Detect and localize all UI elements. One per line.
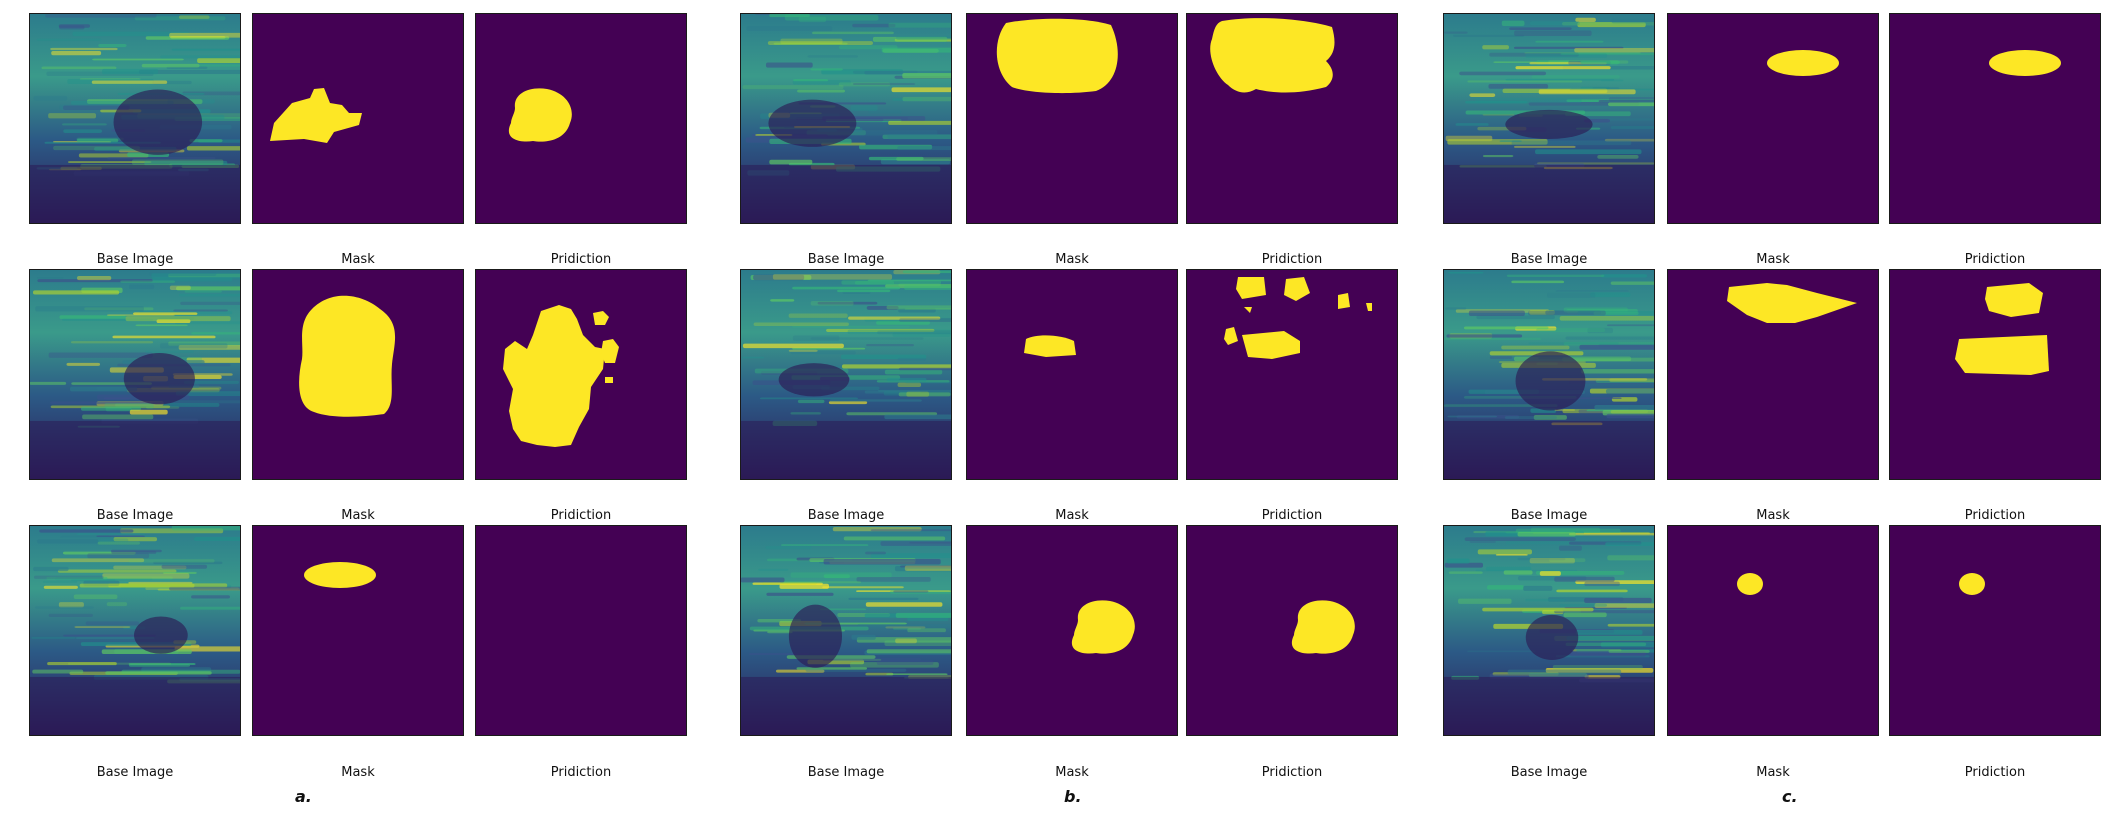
prediction-image-a-1 [475,13,687,224]
base-image-a-3 [29,525,241,736]
panel-caption: Pridiction [1964,252,2026,267]
mask-image-a-1 [252,13,464,224]
prediction-image-a-3 [475,525,687,736]
panel-caption: Pridiction [1261,252,1323,267]
base-image-b-3 [740,525,952,736]
panel-caption: Pridiction [1261,765,1323,780]
panel-caption: Mask [1756,252,1790,267]
mask-image-b-1 [966,13,1178,224]
prediction-image-b-2 [1186,269,1398,480]
panel-caption: Base Image [96,765,174,780]
panel-caption: Base Image [96,252,174,267]
panel-caption: Pridiction [1964,765,2026,780]
panel-caption: Mask [341,508,375,523]
prediction-image-b-1 [1186,13,1398,224]
panel-caption: Mask [341,765,375,780]
mask-image-c-3 [1667,525,1879,736]
panel-caption: Base Image [807,252,885,267]
panel-caption: Pridiction [550,508,612,523]
group-label: c. [1782,787,1798,806]
panel-caption: Mask [1055,508,1089,523]
mask-image-a-2 [252,269,464,480]
panel-caption: Pridiction [550,252,612,267]
mask-image-c-2 [1667,269,1879,480]
base-image-c-3 [1443,525,1655,736]
prediction-image-c-1 [1889,13,2101,224]
panel-caption: Base Image [1510,508,1588,523]
panel-caption: Pridiction [1964,508,2026,523]
panel-caption: Pridiction [1261,508,1323,523]
panel-caption: Base Image [807,765,885,780]
mask-image-a-3 [252,525,464,736]
panel-caption: Base Image [1510,252,1588,267]
base-image-a-2 [29,269,241,480]
mask-image-b-3 [966,525,1178,736]
group-label: b. [1064,787,1082,806]
panel-caption: Base Image [96,508,174,523]
panel-caption: Mask [1055,252,1089,267]
panel-caption: Base Image [807,508,885,523]
base-image-a-1 [29,13,241,224]
panel-caption: Mask [1055,765,1089,780]
prediction-image-c-3 [1889,525,2101,736]
base-image-c-1 [1443,13,1655,224]
prediction-image-a-2 [475,269,687,480]
base-image-b-2 [740,269,952,480]
panel-caption: Base Image [1510,765,1588,780]
panel-caption: Pridiction [550,765,612,780]
panel-caption: Mask [1756,508,1790,523]
group-label: a. [295,787,312,806]
mask-image-b-2 [966,269,1178,480]
panel-caption: Mask [341,252,375,267]
prediction-image-c-2 [1889,269,2101,480]
mask-image-c-1 [1667,13,1879,224]
panel-caption: Mask [1756,765,1790,780]
base-image-b-1 [740,13,952,224]
prediction-image-b-3 [1186,525,1398,736]
base-image-c-2 [1443,269,1655,480]
